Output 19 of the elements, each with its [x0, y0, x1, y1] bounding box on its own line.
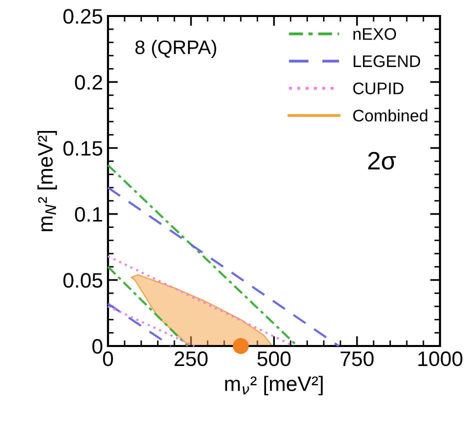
x-tick-label: 1000: [418, 351, 462, 366]
legend-label: Combined: [353, 109, 428, 122]
legend-label: LEGEND: [354, 55, 420, 68]
y-tick-label: 0.2: [74, 75, 102, 90]
x-tick-label: 0: [103, 351, 113, 366]
x-tick-label: 500: [257, 351, 291, 366]
y-tick-label: 0.05: [63, 273, 102, 288]
y-tick-label: 0: [92, 339, 102, 354]
annotation: 8 (QRPA): [135, 40, 216, 58]
y-tick-label: 0.15: [63, 141, 102, 156]
y-tick-label: 0.1: [74, 207, 102, 222]
x-axis-title: m$_{ν}$² [meV²]: [225, 376, 323, 396]
x-tick-label: 250: [174, 351, 208, 366]
legend-label: CUPID: [353, 82, 404, 94]
y-axis-title: m$_{N}$² [meV²]: [37, 130, 57, 232]
annotation: 2σ: [368, 152, 396, 170]
y-tick-label: 0.25: [63, 9, 102, 24]
legend-label: nEXO: [353, 28, 396, 40]
x-tick-label: 750: [340, 351, 374, 366]
